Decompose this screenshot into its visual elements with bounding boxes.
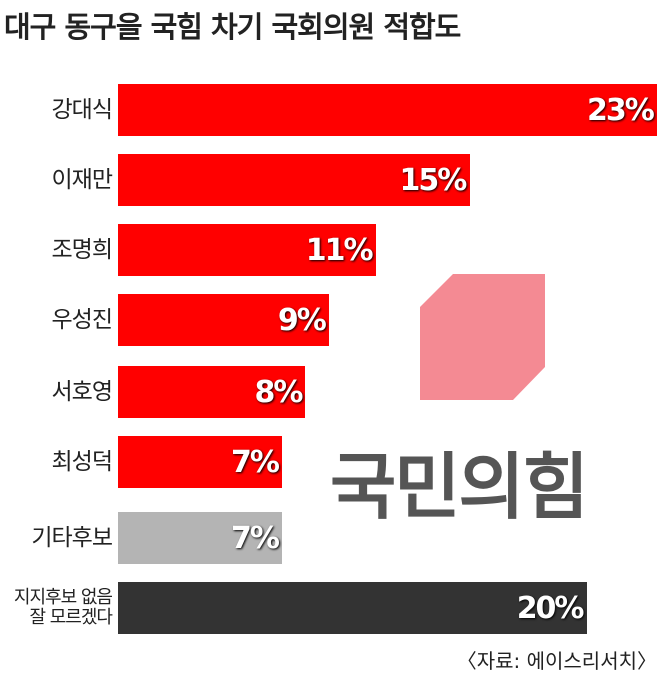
value-label: 9% bbox=[277, 302, 327, 338]
value-label: 7% bbox=[231, 520, 280, 556]
bar bbox=[118, 224, 376, 276]
category-label: 강대식 bbox=[51, 97, 113, 123]
value-label: 11% bbox=[305, 232, 374, 268]
source: 〈자료: 에이스리서치〉 bbox=[456, 649, 657, 673]
bar bbox=[118, 436, 283, 488]
value-label: 23% bbox=[587, 92, 655, 128]
logo-shape bbox=[420, 274, 545, 400]
category-label: 우성진 bbox=[51, 307, 113, 333]
category-label: 지지후보 없음 잘 모르겠다 bbox=[13, 586, 113, 629]
category-label: 조명희 bbox=[51, 237, 113, 263]
bar bbox=[118, 154, 470, 206]
value-label: 7% bbox=[231, 444, 280, 480]
value-label: 15% bbox=[399, 162, 468, 198]
bar bbox=[118, 366, 306, 418]
value-label: 8% bbox=[254, 374, 303, 410]
bar bbox=[118, 84, 657, 136]
logo-text: 국민의힘 bbox=[330, 445, 589, 529]
category-label: 서호영 bbox=[51, 379, 113, 405]
category-label: 이재만 bbox=[51, 167, 113, 193]
chart-title: 대구 동구을 국힘 차기 국회의원 적합도 bbox=[4, 10, 461, 44]
bar bbox=[118, 294, 329, 346]
bar bbox=[118, 582, 587, 634]
category-label: 기타후보 bbox=[31, 525, 113, 551]
bar bbox=[118, 512, 283, 564]
category-label: 최성덕 bbox=[51, 449, 113, 475]
value-label: 20% bbox=[516, 590, 585, 626]
